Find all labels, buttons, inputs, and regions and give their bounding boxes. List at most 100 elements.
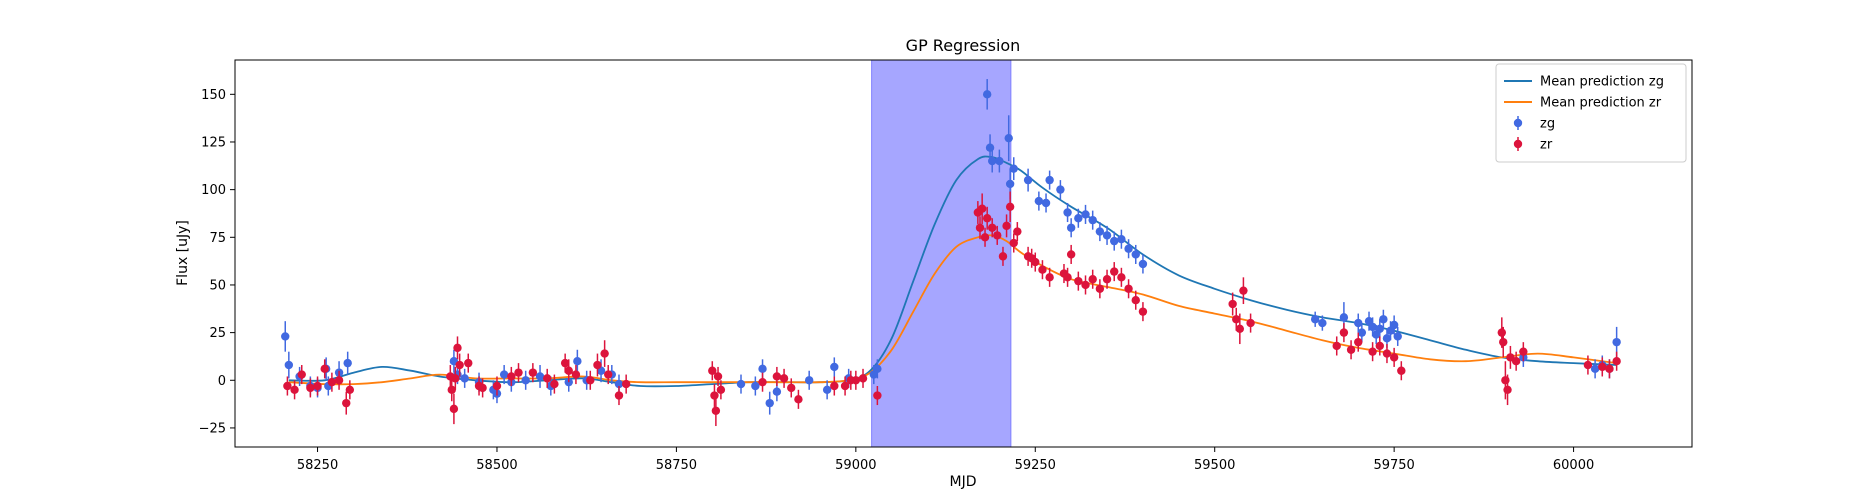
data-point [804, 376, 814, 385]
y-tick-label: 150 [201, 88, 226, 103]
data-point [327, 377, 337, 387]
data-point [586, 376, 595, 385]
data-point [1102, 275, 1112, 284]
data-point [1131, 250, 1140, 259]
data-point [564, 366, 573, 375]
data-point [1511, 357, 1521, 366]
data-point [313, 381, 322, 391]
data-point [499, 370, 509, 379]
data-point [492, 381, 502, 391]
data-point [1002, 221, 1011, 231]
data-point [1095, 227, 1105, 236]
data-point [1354, 318, 1363, 328]
data-point [716, 385, 726, 395]
data-point [1056, 185, 1065, 194]
data-point [1110, 267, 1119, 276]
data-point [1095, 284, 1105, 293]
data-point [284, 360, 294, 370]
data-point [787, 383, 796, 393]
data-point [1004, 133, 1013, 143]
shaded-region [871, 59, 1012, 448]
data-point [449, 404, 459, 414]
data-point [543, 374, 552, 383]
y-tick-label: 25 [209, 326, 226, 341]
data-point [840, 381, 850, 391]
data-point [1246, 318, 1255, 328]
data-point [507, 372, 516, 381]
data-point [822, 385, 832, 395]
legend-label: zr [1540, 138, 1553, 153]
data-point [614, 391, 624, 400]
data-point [1023, 175, 1033, 185]
chart-title: GP Regression [906, 36, 1021, 55]
data-point [1612, 357, 1621, 366]
data-point [478, 383, 487, 393]
x-axis: 58250 58500 58750 59000 59250 59500 59750 60000 [297, 447, 1594, 473]
data-point [1519, 347, 1528, 356]
data-point [550, 379, 559, 389]
legend-marker-swatch [1513, 139, 1523, 149]
data-point [1332, 341, 1341, 351]
data-point [1088, 215, 1097, 225]
data-point [758, 364, 767, 374]
data-point [535, 372, 545, 381]
data-point [1503, 385, 1512, 395]
data-point [1339, 313, 1349, 322]
data-point [290, 385, 299, 395]
series-zr [283, 191, 1621, 427]
data-point [765, 398, 774, 408]
y-axis: −25 0 25 50 75 100 125 150 [199, 88, 235, 436]
data-point [1009, 238, 1018, 248]
data-point [1041, 198, 1051, 208]
data-point [993, 231, 1002, 240]
y-tick-label: 125 [201, 135, 226, 150]
data-point [1066, 223, 1076, 232]
data-point [283, 381, 292, 391]
data-point [873, 364, 882, 374]
data-point [751, 381, 760, 391]
data-point [514, 368, 523, 377]
data-point [1501, 376, 1510, 385]
legend-label: zg [1540, 117, 1555, 132]
data-point [758, 377, 767, 387]
data-point [772, 387, 782, 396]
data-point [1318, 318, 1327, 328]
data-point [711, 406, 721, 415]
data-point [464, 358, 473, 368]
data-point [334, 376, 344, 385]
data-point [1045, 273, 1054, 282]
data-point [1102, 231, 1112, 240]
data-point [621, 379, 631, 389]
data-point [985, 143, 995, 152]
data-point [1393, 332, 1402, 341]
data-point [982, 214, 992, 223]
data-point [1081, 280, 1090, 290]
data-point [851, 376, 861, 385]
data-point [1368, 322, 1377, 332]
data-point [320, 364, 329, 374]
data-point [1138, 307, 1148, 316]
data-point [1228, 299, 1237, 309]
data-point [975, 223, 985, 232]
data-point [1375, 341, 1384, 351]
data-point [1124, 284, 1133, 293]
data-point [297, 370, 306, 379]
data-point [455, 360, 464, 370]
data-point [1117, 273, 1126, 282]
data-point [604, 370, 613, 379]
data-point [453, 343, 462, 353]
data-point [1397, 366, 1406, 375]
data-point [1590, 364, 1600, 374]
data-point [560, 358, 570, 368]
y-axis-label: Flux [uJy] [175, 220, 191, 286]
data-point [988, 223, 997, 232]
data-point [1382, 349, 1392, 358]
data-point [1131, 296, 1140, 305]
data-point [614, 379, 624, 389]
data-point [573, 357, 582, 366]
data-point [1499, 337, 1508, 347]
x-tick-label: 58250 [297, 458, 338, 473]
data-point [1063, 208, 1072, 217]
y-tick-label: −25 [199, 421, 226, 436]
